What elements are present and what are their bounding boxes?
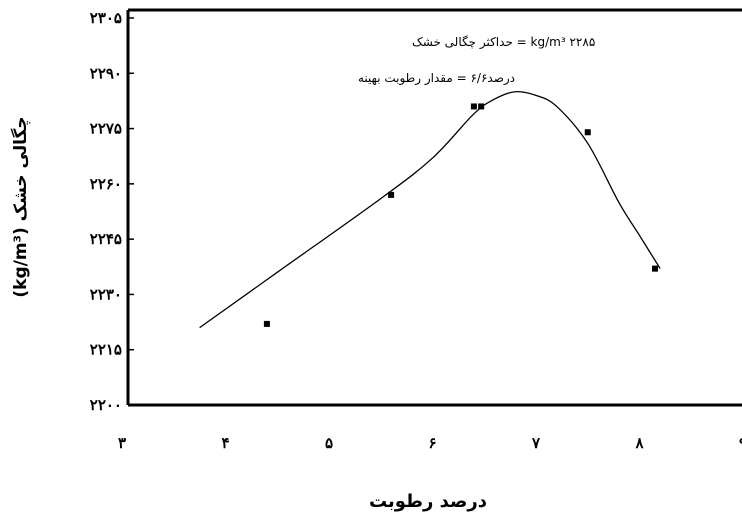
y-tick-label: ۲۲۶۰ [90, 175, 122, 193]
y-tick-labels: ۲۲۰۰ ۲۲۱۵ ۲۲۳۰ ۲۲۴۵ ۲۲۶۰ ۲۲۷۵ ۲۲۹۰ ۲۳۰۵ [90, 9, 134, 414]
x-tick-label: ۹ [739, 434, 742, 452]
y-tick-label: ۲۲۴۵ [90, 230, 122, 248]
y-tick-label: ۲۲۱۵ [90, 341, 122, 359]
y-tick-label: ۲۲۹۰ [90, 64, 122, 82]
annotation-max-density: ۲۲۸۵ kg/m³ = حداکثر چگالی خشک [412, 35, 595, 50]
data-point [470, 103, 477, 110]
data-point [478, 103, 485, 110]
x-tick-label: ۸ [634, 434, 644, 452]
x-tick-label: ۵ [325, 434, 333, 452]
y-axis-title: چگالی خشک (kg/m³) [10, 116, 31, 297]
x-tick-label: ۷ [531, 434, 541, 452]
data-point [388, 191, 395, 198]
fit-curve [199, 90, 661, 329]
data-point [584, 129, 591, 136]
x-tick-label: ۴ [221, 434, 229, 452]
y-tick-label: ۲۲۷۵ [90, 120, 122, 138]
y-tick-label: ۲۲۰۰ [90, 396, 122, 414]
data-points [263, 103, 659, 327]
x-axis-title: درصد رطوبت [369, 491, 487, 512]
y-tick-label: ۲۳۰۵ [90, 9, 122, 27]
y-tick-label: ۲۲۳۰ [90, 285, 122, 303]
x-tick-label: ۶ [428, 434, 436, 452]
annotation-optimum-moisture: درصد۶/۶ = مقدار رطوبت بهینه [358, 71, 515, 86]
data-point [263, 320, 270, 327]
x-tick-labels: ۳ ۴ ۵ ۶ ۷ ۸ ۹ [118, 434, 742, 452]
x-tick-label: ۳ [118, 434, 126, 452]
plot-frame [126, 8, 742, 407]
data-point [652, 265, 659, 272]
